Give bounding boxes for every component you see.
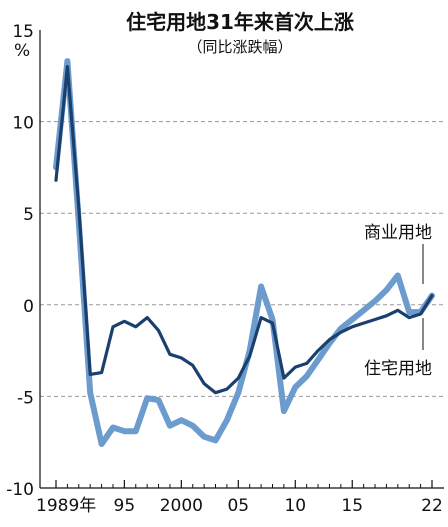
series-label: 商业用地 (364, 223, 432, 243)
chart-subtitle: （同比涨跌幅） (187, 38, 293, 56)
y-tick-label: 0 (23, 297, 34, 317)
y-tick-label: 5 (23, 205, 34, 225)
x-tick-label: 22 (421, 496, 443, 516)
y-tick-label: -5 (17, 388, 34, 408)
series-line-0 (53, 58, 435, 447)
x-tick-label: 2000 (160, 496, 203, 516)
y-tick-label: -10 (6, 480, 34, 500)
x-tick-label: 05 (227, 496, 249, 516)
series-label: 住宅用地 (364, 359, 432, 379)
y-tick-label: 15 (12, 22, 34, 42)
x-tick-label: 15 (341, 496, 363, 516)
series-line-1 (54, 64, 434, 395)
x-tick-label: 1989年 (36, 496, 96, 516)
x-tick-label: 10 (284, 496, 306, 516)
y-tick-label: 10 (12, 114, 34, 134)
chart-title: 住宅用地31年来首次上涨 (126, 10, 354, 34)
y-axis-unit: % (14, 41, 30, 61)
x-tick-label: 95 (114, 496, 136, 516)
